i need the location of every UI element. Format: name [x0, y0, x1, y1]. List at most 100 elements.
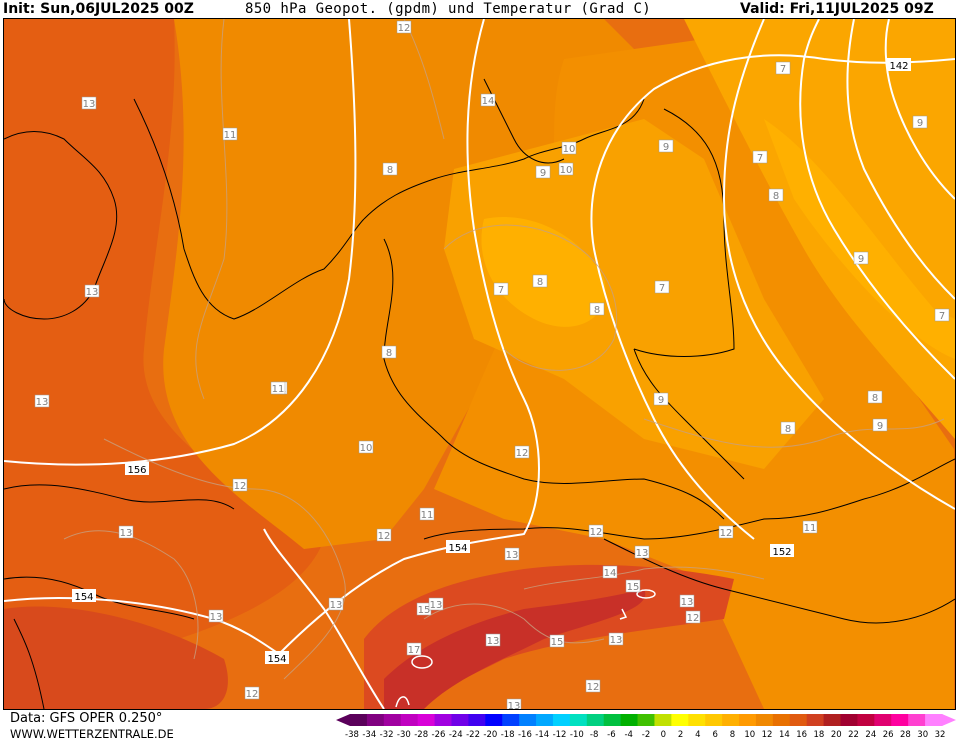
map-canvas: 142 156 154 154 154 152 12 13 11 13 13 11 12 13…: [3, 18, 956, 712]
colorbar-tick-label: 6: [712, 730, 717, 739]
svg-text:12: 12: [378, 531, 391, 542]
colorbar-tick-label: -38: [345, 730, 359, 739]
colorbar-tick-label: 16: [796, 730, 807, 739]
colorbar-tick-label: -26: [432, 730, 446, 739]
svg-text:13: 13: [610, 635, 623, 646]
colorbar-swatch: [519, 714, 537, 726]
svg-text:11: 11: [224, 130, 237, 141]
temperature-label: 14: [480, 93, 496, 107]
svg-text:10: 10: [560, 165, 573, 176]
colorbar-swatch: [417, 714, 436, 726]
colorbar-swatch: [755, 714, 774, 726]
chart-title: 850 hPa Geopot. (gpdm) und Temperatur (G…: [245, 1, 652, 17]
colorbar-swatch: [536, 714, 554, 726]
colorbar-tick-label: 24: [865, 730, 876, 739]
svg-text:15: 15: [418, 605, 431, 616]
colorbar-left-arrow: [336, 714, 350, 726]
svg-text:12: 12: [398, 23, 411, 34]
svg-text:13: 13: [36, 397, 49, 408]
svg-text:12: 12: [687, 613, 700, 624]
colorbar-tick-label: -4: [624, 730, 632, 739]
colorbar-tick-label: 30: [917, 730, 928, 739]
svg-text:13: 13: [210, 612, 223, 623]
temperature-colorbar: -38 -34 -32 -30 -28 -26 -24 -22 -20 -18 -16 -14 -12-…: [336, 714, 956, 739]
temperature-label: 8: [589, 302, 605, 316]
temperature-label: 9: [912, 115, 928, 129]
colorbar-tick-label: 0: [661, 730, 666, 739]
svg-text:8: 8: [537, 277, 543, 288]
colorbar-tick-label: -30: [397, 730, 411, 739]
svg-text:11: 11: [421, 510, 434, 521]
temperature-label: 9: [872, 418, 888, 432]
colorbar-swatch: [705, 714, 723, 726]
temperature-label: 9: [853, 251, 869, 265]
temperature-label: 8: [532, 274, 548, 288]
svg-text:17: 17: [408, 645, 421, 656]
colorbar-swatch: [350, 714, 368, 726]
geopot-label: 154: [448, 543, 467, 554]
colorbar-swatch: [772, 714, 791, 726]
temperature-label: 10: [358, 440, 374, 454]
svg-text:10: 10: [563, 144, 576, 155]
svg-text:12: 12: [590, 527, 603, 538]
temperature-label: 15: [625, 579, 641, 593]
svg-text:10: 10: [360, 443, 373, 454]
temperature-label: 10: [561, 141, 577, 155]
temperature-label: 11: [419, 507, 435, 521]
temperature-label: 13: [34, 394, 50, 408]
colorbar-swatch: [400, 714, 419, 726]
temperature-label: 9: [658, 139, 674, 153]
svg-text:9: 9: [858, 254, 864, 265]
colorbar-tick-label: -14: [535, 730, 549, 739]
colorbar-tick-label: 14: [779, 730, 790, 739]
svg-text:12: 12: [246, 689, 259, 700]
colorbar-tick-label: 4: [695, 730, 700, 739]
colorbar-tick-label: 8: [730, 730, 735, 739]
svg-text:13: 13: [508, 701, 521, 709]
colorbar-swatch: [874, 714, 892, 726]
temperature-label: 13: [208, 609, 224, 623]
temperature-label: 7: [752, 150, 768, 164]
temperature-label: 10: [558, 162, 574, 176]
temperature-label: 12: [588, 524, 604, 538]
temperature-label: 12: [376, 528, 392, 542]
temperature-label: 12: [585, 679, 601, 693]
colorbar-tick-label: -22: [466, 730, 480, 739]
colorbar-tick-label: -24: [449, 730, 463, 739]
temperature-label: 8: [780, 421, 796, 435]
temperature-label: 11: [802, 520, 818, 534]
svg-text:7: 7: [757, 153, 763, 164]
colorbar-right-arrow: [942, 714, 956, 726]
geopot-label: 152: [772, 547, 791, 558]
colorbar-swatch: [434, 714, 452, 726]
svg-text:11: 11: [804, 523, 817, 534]
temperature-label: 13: [328, 597, 344, 611]
svg-text:12: 12: [720, 528, 733, 539]
svg-text:15: 15: [627, 582, 640, 593]
colorbar-swatch: [908, 714, 926, 726]
colorbar-tick-label: -28: [414, 730, 428, 739]
colorbar-swatch: [925, 714, 943, 726]
header-bar: Init: Sun,06JUL2025 00Z 850 hPa Geopot. …: [0, 0, 959, 18]
temperature-label: 7: [934, 308, 950, 322]
colorbar-swatch: [806, 714, 825, 726]
colorbar-tick-label: -34: [362, 730, 376, 739]
temperature-label: 14: [602, 565, 618, 579]
colorbar-swatch: [552, 714, 571, 726]
svg-text:11: 11: [272, 384, 285, 395]
svg-text:8: 8: [773, 191, 779, 202]
colorbar-swatch: [620, 714, 639, 726]
colorbar-swatch: [891, 714, 909, 726]
colorbar-tick-label: -18: [501, 730, 515, 739]
temperature-label: 13: [428, 597, 444, 611]
colorbar-swatch: [789, 714, 808, 726]
colorbar-tick-label: 18: [814, 730, 825, 739]
colorbar-tick-label: -32: [380, 730, 394, 739]
svg-text:8: 8: [785, 424, 791, 435]
init-time: Init: Sun,06JUL2025 00Z: [3, 1, 194, 17]
colorbar-tick-label: 20: [831, 730, 842, 739]
colorbar-swatch: [857, 714, 875, 726]
temperature-label: 9: [653, 392, 669, 406]
svg-text:7: 7: [939, 311, 945, 322]
temperature-label: 8: [382, 162, 398, 176]
